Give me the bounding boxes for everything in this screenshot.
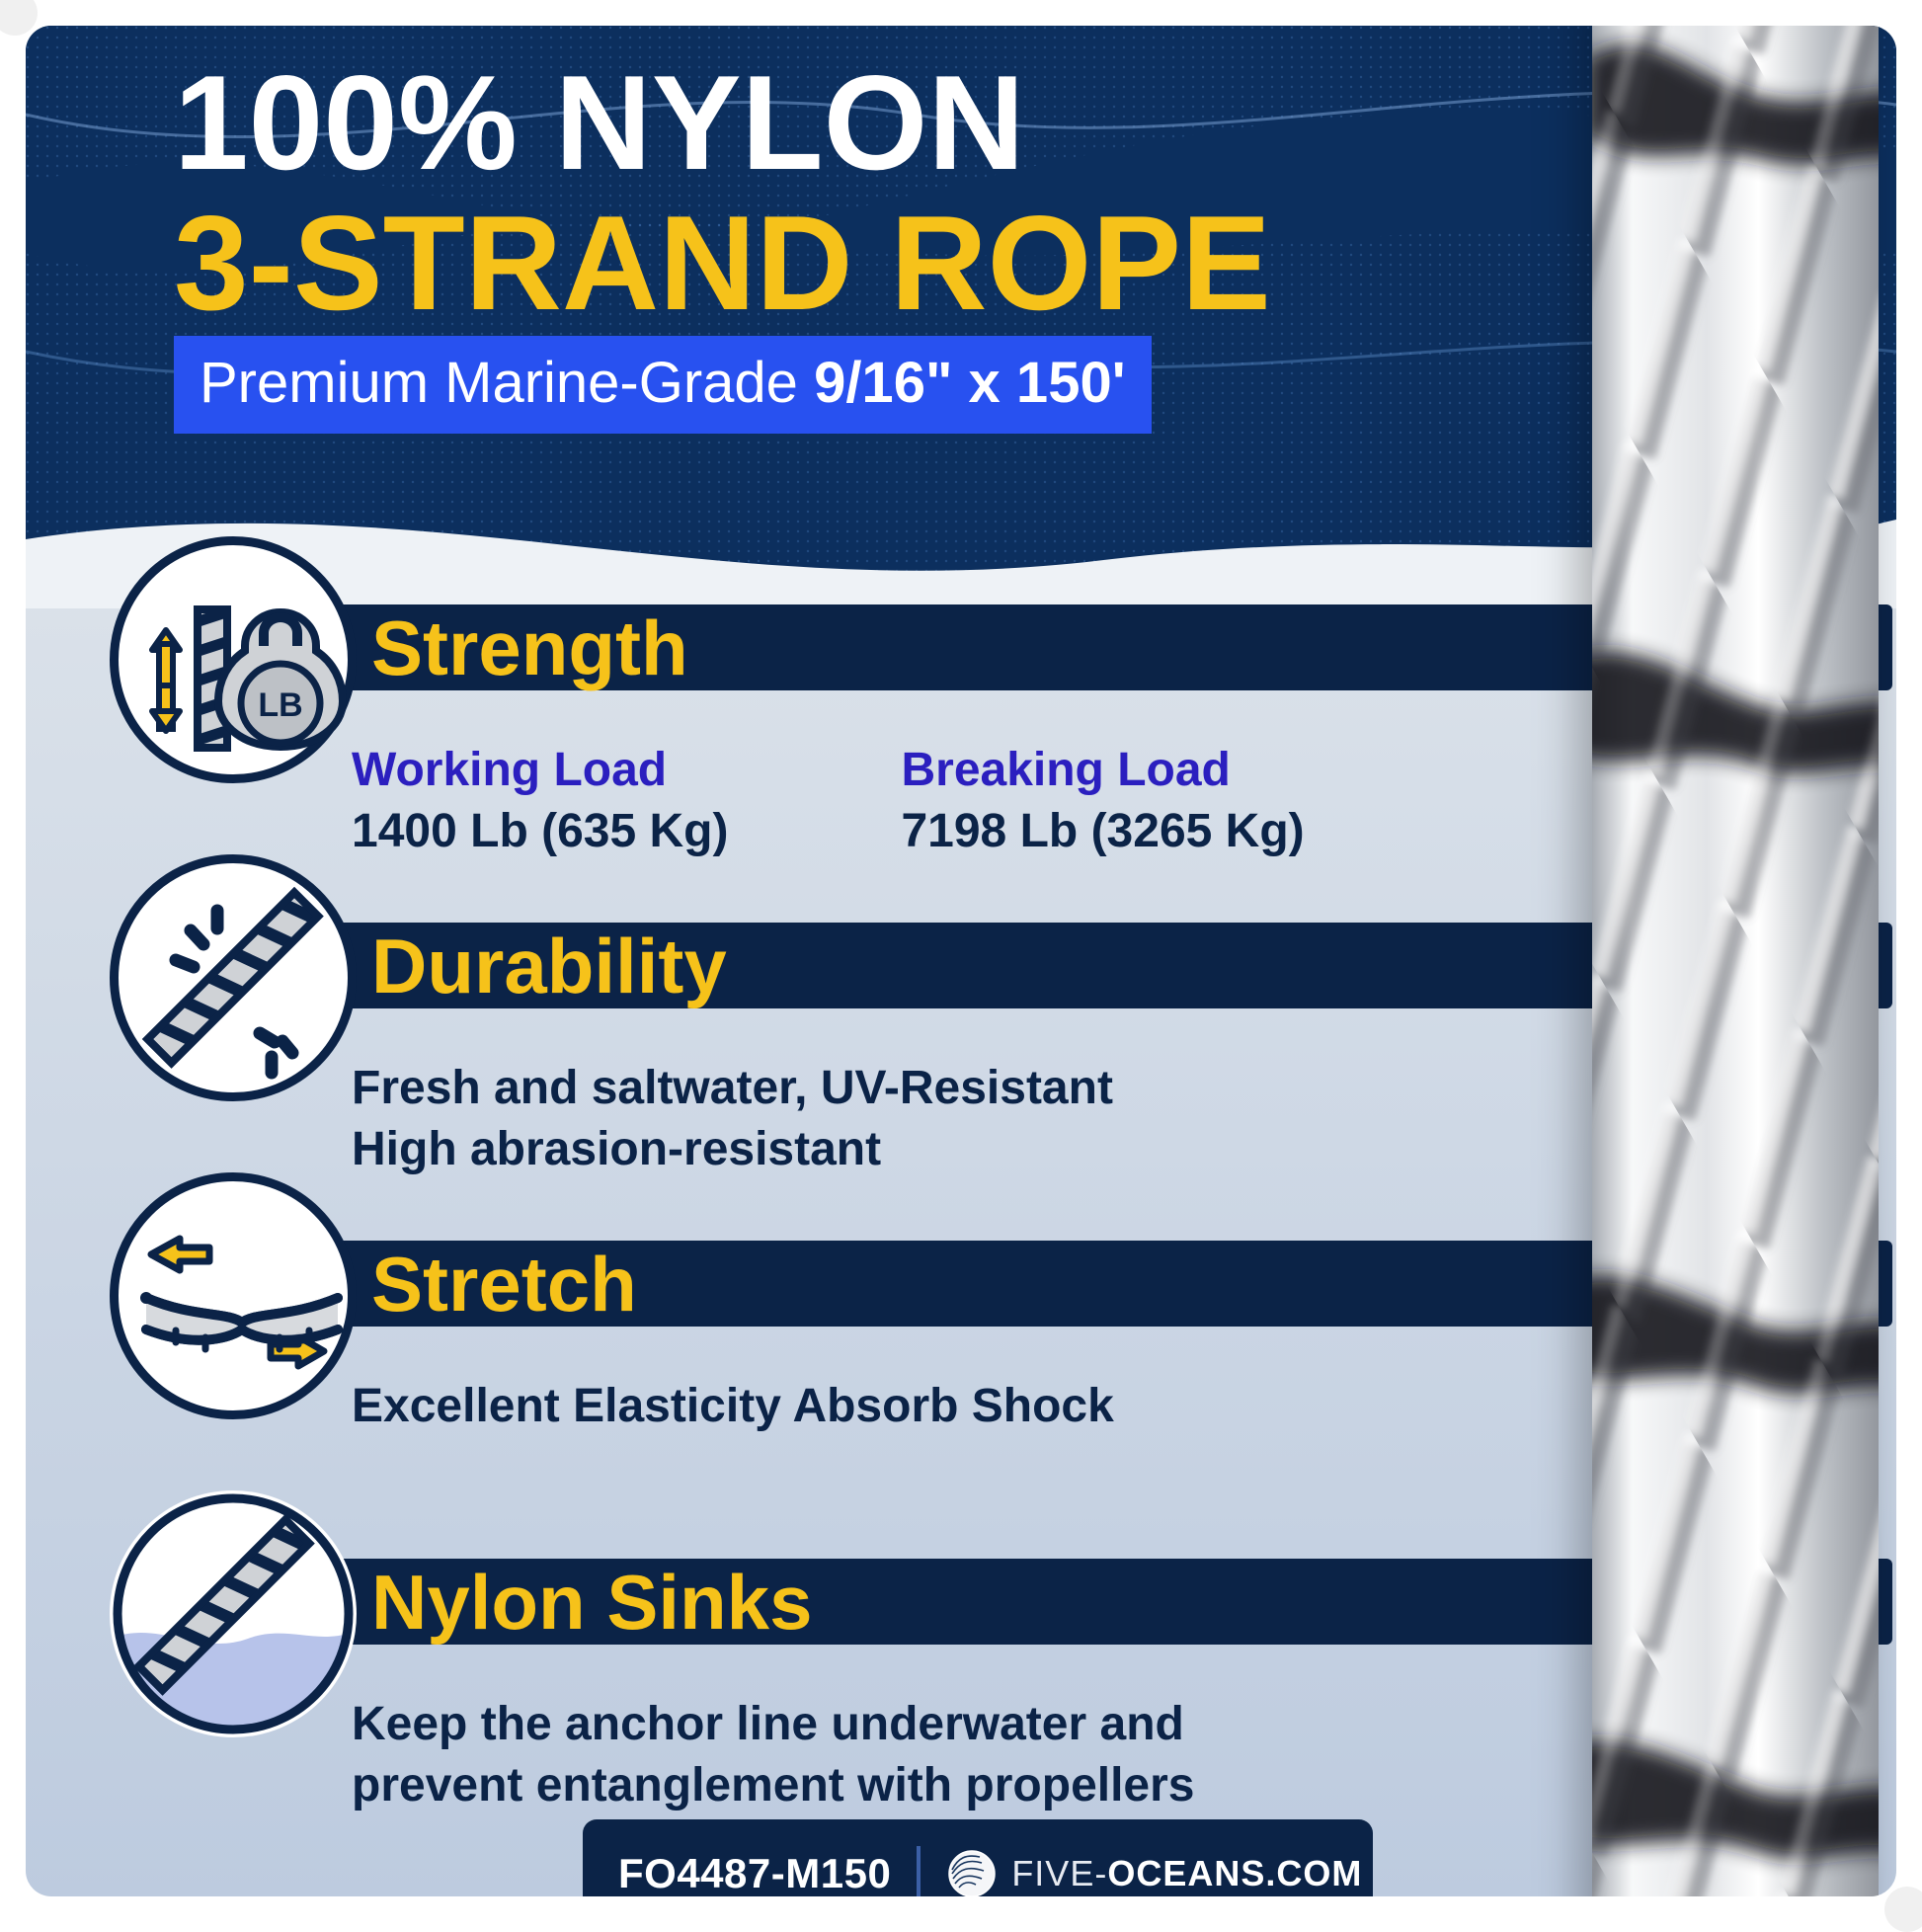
svg-text:LB: LB bbox=[258, 686, 302, 724]
